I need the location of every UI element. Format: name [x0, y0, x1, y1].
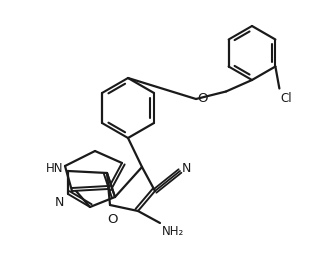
Text: O: O [107, 213, 117, 226]
Text: NH₂: NH₂ [162, 225, 184, 238]
Text: N: N [182, 162, 191, 175]
Text: HN: HN [45, 163, 63, 176]
Text: Cl: Cl [280, 92, 292, 105]
Text: N: N [55, 196, 64, 209]
Text: O: O [197, 92, 207, 105]
